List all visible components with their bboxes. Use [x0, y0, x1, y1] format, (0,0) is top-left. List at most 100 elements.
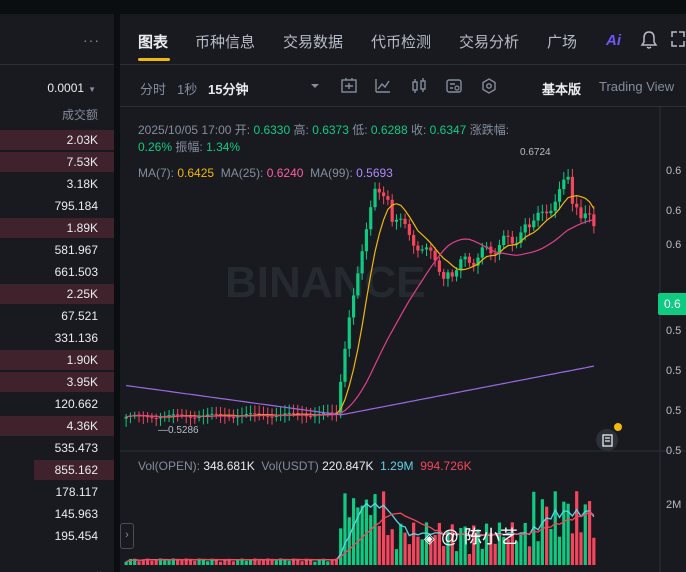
candle-body — [321, 412, 326, 415]
volume-bar — [176, 559, 180, 565]
orderbook-row[interactable]: 2.25K — [0, 283, 114, 305]
candle-body — [437, 260, 441, 272]
candle-body — [274, 415, 278, 417]
volume-bar — [296, 559, 300, 565]
precision-select[interactable]: 0.0001 ▼ — [47, 81, 96, 95]
bell-icon[interactable] — [640, 30, 658, 50]
volume-bar — [493, 543, 497, 565]
expand-icon[interactable] — [670, 30, 686, 48]
volume-bar — [330, 559, 334, 565]
candle-body — [454, 270, 459, 277]
orderbook-row[interactable]: 331.136 — [0, 327, 114, 349]
candle-body — [390, 199, 394, 222]
tab-chart[interactable]: 图表 — [138, 34, 169, 51]
volume-bar — [583, 504, 587, 565]
orderbook-row[interactable]: 195.454 — [0, 525, 114, 547]
dropdown-caret-icon[interactable] — [306, 77, 324, 95]
timeframe-15m[interactable]: 15分钟 — [208, 82, 249, 97]
note-icon — [602, 434, 613, 447]
price-axis-label: 0.5 — [666, 325, 682, 337]
volume-bar — [467, 553, 472, 565]
candle-body — [171, 414, 175, 416]
hexagon-settings-icon[interactable] — [480, 77, 498, 95]
current-price-tag: 0.6 — [658, 293, 686, 315]
candle-body — [493, 253, 497, 255]
orderbook-row[interactable]: 145.963 — [0, 503, 114, 525]
volume-bar — [279, 558, 283, 565]
candle-body — [446, 272, 450, 279]
volume-bar — [287, 560, 291, 565]
orderbook-row[interactable]: 581.967 — [0, 239, 114, 261]
candle-body — [536, 212, 540, 221]
candlestick-chart[interactable]: BINANCE 0.6724 —0.5286 — [120, 107, 686, 572]
tab-token-info[interactable]: 币种信息 — [195, 34, 256, 51]
volume-bar — [394, 549, 399, 565]
orderbook-row[interactable]: 1.89K — [0, 217, 114, 239]
volume-bar — [163, 560, 167, 565]
tab-trade-data[interactable]: 交易数据 — [283, 34, 344, 51]
candle-body — [382, 192, 386, 197]
line-chart-icon[interactable] — [374, 77, 392, 95]
candle-body — [377, 188, 381, 193]
orderbook-row[interactable]: 535.473 — [0, 437, 114, 459]
volume-bar — [309, 558, 313, 565]
volume-bar — [446, 531, 450, 565]
candlestick-icon[interactable] — [410, 77, 428, 95]
volume-bar — [206, 561, 210, 565]
orderbook-volume: 178.117 — [55, 485, 99, 499]
candle-body — [304, 415, 308, 417]
volume-bar — [317, 558, 321, 565]
orderbook-row[interactable]: 7.53K — [0, 151, 114, 173]
chevron-down-icon[interactable]: ⌄ — [95, 566, 104, 572]
volume-bar — [476, 529, 480, 565]
volume-bar — [283, 559, 287, 565]
expand-panel-button[interactable]: › — [120, 523, 134, 549]
timeframe-1s[interactable]: 1秒 — [177, 82, 198, 97]
orderbook-row[interactable]: 2.03K — [0, 129, 114, 151]
tab-token-check[interactable]: 代币检测 — [371, 34, 432, 51]
orderbook-row[interactable]: 1.90K — [0, 349, 114, 371]
view-tradingview[interactable]: Trading View — [599, 79, 675, 94]
note-button[interactable] — [596, 429, 618, 451]
timeframe-line[interactable]: 分时 — [140, 82, 167, 97]
volume-bar — [390, 529, 394, 565]
volume-bar — [570, 533, 574, 565]
vol-open-value: 348.681K — [203, 459, 255, 473]
candle-body — [227, 416, 231, 418]
volume-bar — [180, 560, 184, 565]
view-basic[interactable]: 基本版 — [542, 82, 582, 97]
depth-bar — [0, 152, 114, 172]
more-options-icon[interactable]: ··· — [83, 32, 100, 48]
orderbook-row[interactable]: 4.36K — [0, 415, 114, 437]
settings-panel-icon[interactable] — [445, 77, 463, 95]
indicator-icon[interactable] — [340, 77, 358, 95]
orderbook-row[interactable]: 120.662 — [0, 393, 114, 415]
volume-bar — [154, 559, 158, 565]
orderbook-row[interactable]: 795.184 — [0, 195, 114, 217]
candle-body — [579, 207, 583, 219]
orderbook-row[interactable]: 67.521 — [0, 305, 114, 327]
tab-trade-analysis[interactable]: 交易分析 — [459, 34, 520, 51]
volume-bar — [484, 523, 489, 565]
orderbook-row[interactable]: 3.18K — [0, 173, 114, 195]
volume-bar — [420, 539, 424, 565]
orderbook-row[interactable]: 178.117 — [0, 481, 114, 503]
legend-close-label: 收: — [410, 123, 427, 137]
tab-square[interactable]: 广场 — [547, 34, 578, 51]
candle-body — [450, 272, 454, 277]
orderbook-row[interactable]: 855.162 — [0, 459, 114, 481]
candle-body — [210, 413, 214, 415]
orderbook-row[interactable]: 661.503 — [0, 261, 114, 283]
volume-bar — [146, 558, 150, 565]
ai-icon[interactable]: Ai — [606, 32, 621, 49]
depth-bar — [34, 460, 114, 480]
volume-bar — [480, 548, 484, 565]
candle-body — [459, 259, 463, 271]
volume-bar — [248, 559, 253, 565]
volume-bar — [184, 558, 188, 565]
chart-area[interactable]: BINANCE 0.6724 —0.5286 2025/10/05 17:00 开:… — [120, 107, 686, 572]
orderbook-row[interactable]: 3.95K — [0, 371, 114, 393]
legend-high-label: 高: — [293, 123, 309, 137]
candle-body — [154, 418, 158, 420]
orderbook-volume: 795.184 — [54, 199, 98, 213]
